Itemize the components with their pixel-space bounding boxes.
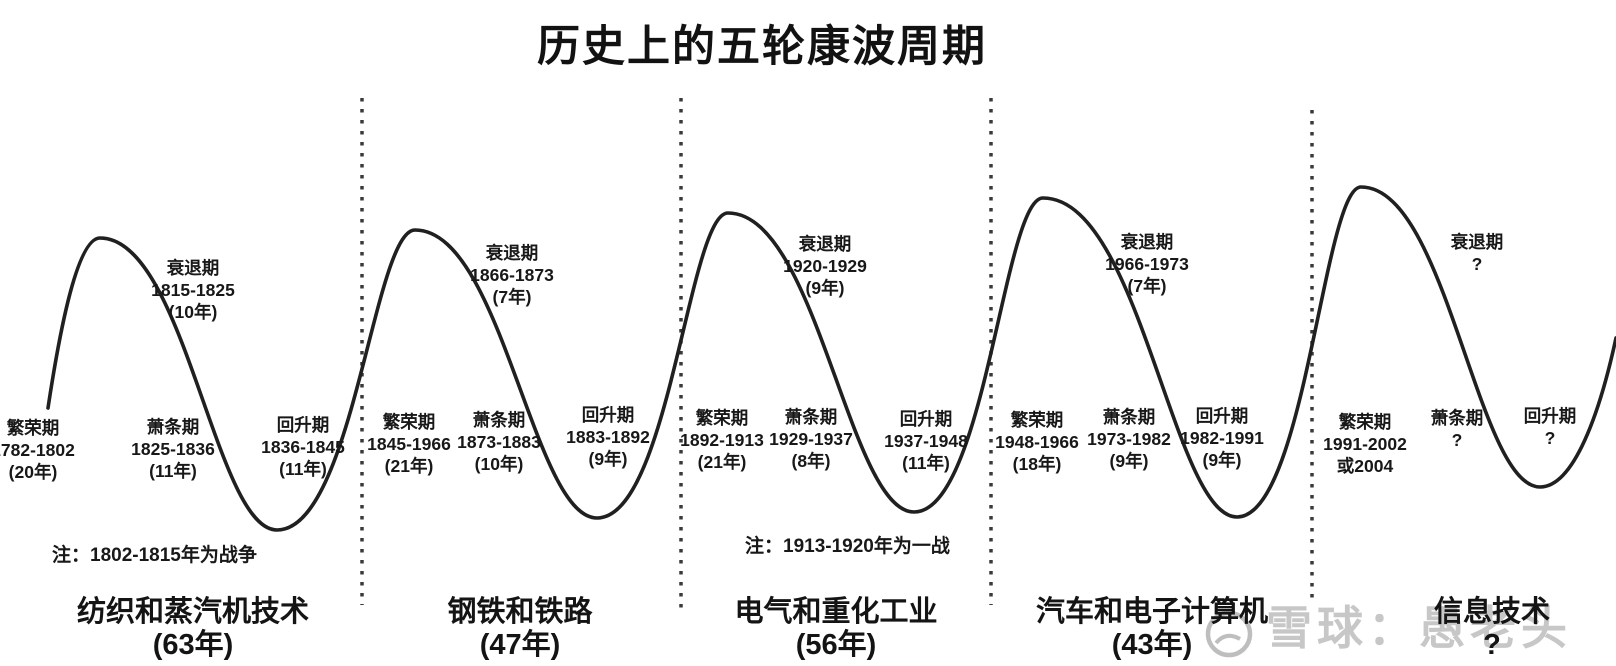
phase-years: 1866-1873 xyxy=(470,265,554,285)
phase-duration: (9年) xyxy=(1202,450,1242,470)
tech-duration: ? xyxy=(1483,629,1501,661)
phase-years: 1966-1973 xyxy=(1105,254,1189,274)
phase-name: 萧条期 xyxy=(1102,407,1156,427)
xueqiu-logo-icon xyxy=(1205,610,1253,658)
phase-years: 1883-1892 xyxy=(566,427,650,447)
phase-years: 1920-1929 xyxy=(783,256,867,276)
wave3-tech-label: 电气和重化工业 (56年) xyxy=(734,596,937,662)
wave4-depression-label: 萧条期 1973-1982 (9年) xyxy=(1087,406,1171,472)
phase-duration: (9年) xyxy=(1109,451,1149,471)
phase-name: 繁荣期 xyxy=(1010,410,1064,430)
tech-name: 信息技术 xyxy=(1433,596,1551,628)
phase-years: 1892-1913 xyxy=(680,430,764,450)
tech-name: 纺织和蒸汽机技术 xyxy=(76,596,310,628)
phase-years: 1873-1883 xyxy=(457,432,541,452)
phase-name: 萧条期 xyxy=(1430,408,1484,428)
phase-name: 繁荣期 xyxy=(6,418,60,438)
wave5-recession-label: 衰退期 ? xyxy=(1451,231,1504,275)
phase-name: 繁荣期 xyxy=(382,412,436,432)
phase-name: 衰退期 xyxy=(1120,232,1174,252)
tech-duration: (56年) xyxy=(795,629,877,661)
note-war-1802: 注：1802-1815年为战争 xyxy=(52,545,257,566)
phase-years: 1948-1966 xyxy=(995,432,1079,452)
phase-years: 1973-1982 xyxy=(1087,429,1171,449)
wave5-prosperity-label: 繁荣期 1991-2002 或2004 xyxy=(1323,411,1407,477)
phase-duration: (11年) xyxy=(279,459,327,479)
phase-name: 衰退期 xyxy=(1450,232,1504,252)
phase-duration: (18年) xyxy=(1012,454,1062,474)
phase-name: 回升期 xyxy=(1195,406,1249,426)
wave3-depression-label: 萧条期 1929-1937 (8年) xyxy=(769,406,853,472)
page-title: 历史上的五轮康波周期 xyxy=(537,23,987,71)
phase-name: 萧条期 xyxy=(784,407,838,427)
phase-name: 回升期 xyxy=(1523,406,1577,426)
wave3-recovery-label: 回升期 1937-1948 (11年) xyxy=(884,408,968,474)
wave2-recovery-label: 回升期 1883-1892 (9年) xyxy=(566,404,650,470)
wave3-prosperity-label: 繁荣期 1892-1913 (21年) xyxy=(680,407,764,473)
wave1-recession-label: 衰退期 1815-1825 (10年) xyxy=(151,257,235,323)
phase-years: 1836-1845 xyxy=(261,437,345,457)
note-ww1-1913: 注：1913-1920年为一战 xyxy=(745,536,950,557)
phase-duration: (9年) xyxy=(588,449,628,469)
tech-name: 汽车和电子计算机 xyxy=(1035,596,1269,628)
phase-years: 1825-1836 xyxy=(131,439,215,459)
phase-years: 1782-1802 xyxy=(0,440,75,460)
wave2-tech-label: 钢铁和铁路 (47年) xyxy=(447,596,592,662)
wave1-depression-label: 萧条期 1825-1836 (11年) xyxy=(131,416,215,482)
watermark-text: 雪球：愚老头 xyxy=(1266,602,1572,654)
phase-name: 衰退期 xyxy=(798,234,852,254)
phase-years: 1815-1825 xyxy=(151,280,235,300)
phase-years: 1937-1948 xyxy=(884,431,968,451)
phase-duration: (8年) xyxy=(791,451,831,471)
phase-duration: (21年) xyxy=(384,456,434,476)
phase-duration: (10年) xyxy=(474,454,524,474)
watermark: 雪球：愚老头 xyxy=(1204,600,1572,659)
phase-name: 衰退期 xyxy=(166,258,220,278)
phase-duration: (11年) xyxy=(149,461,197,481)
wave5-depression-label: 萧条期 ? xyxy=(1431,407,1484,451)
phase-name: 萧条期 xyxy=(472,410,526,430)
wave3-recession-label: 衰退期 1920-1929 (9年) xyxy=(783,233,867,299)
phase-duration: (11年) xyxy=(902,453,950,473)
phase-name: 回升期 xyxy=(276,415,330,435)
wave1-recovery-label: 回升期 1836-1845 (11年) xyxy=(261,414,345,480)
wave2-prosperity-label: 繁荣期 1845-1966 (21年) xyxy=(367,411,451,477)
wave5-recovery-label: 回升期 ? xyxy=(1524,405,1577,449)
phase-name: 萧条期 xyxy=(146,417,200,437)
phase-name: 繁荣期 xyxy=(1338,412,1392,432)
phase-years: ? xyxy=(1544,428,1556,448)
tech-duration: (47年) xyxy=(479,629,561,661)
phase-years: ? xyxy=(1451,430,1463,450)
phase-years: 1991-2002 xyxy=(1323,434,1407,454)
wave4-prosperity-label: 繁荣期 1948-1966 (18年) xyxy=(995,409,1079,475)
phase-duration: (21年) xyxy=(697,452,747,472)
phase-duration: (7年) xyxy=(492,287,532,307)
phase-duration: (7年) xyxy=(1127,276,1167,296)
phase-name: 繁荣期 xyxy=(695,408,749,428)
phase-duration: (20年) xyxy=(8,462,58,482)
phase-years: 1929-1937 xyxy=(769,429,853,449)
wave2-depression-label: 萧条期 1873-1883 (10年) xyxy=(457,409,541,475)
wave4-recovery-label: 回升期 1982-1991 (9年) xyxy=(1180,405,1264,471)
phase-duration: (10年) xyxy=(168,302,218,322)
wave5-tech-label: 信息技术 ? xyxy=(1434,596,1550,662)
wave1-prosperity-label: 繁荣期 1782-1802 (20年) xyxy=(0,417,75,483)
wave2-recession-label: 衰退期 1866-1873 (7年) xyxy=(470,242,554,308)
wave1-tech-label: 纺织和蒸汽机技术 (63年) xyxy=(77,596,309,662)
tech-name: 电气和重化工业 xyxy=(734,596,938,628)
wave4-tech-label: 汽车和电子计算机 (43年) xyxy=(1036,596,1268,662)
phase-name: 衰退期 xyxy=(485,243,539,263)
phase-name: 回升期 xyxy=(581,405,635,425)
phase-years: 1982-1991 xyxy=(1180,428,1264,448)
phase-duration: 或2004 xyxy=(1336,456,1394,476)
tech-duration: (43年) xyxy=(1111,629,1193,661)
phase-years: ? xyxy=(1471,254,1483,274)
wave4-recession-label: 衰退期 1966-1973 (7年) xyxy=(1105,231,1189,297)
tech-duration: (63年) xyxy=(152,629,234,661)
tech-name: 钢铁和铁路 xyxy=(447,596,593,628)
phase-name: 回升期 xyxy=(899,409,953,429)
phase-duration: (9年) xyxy=(805,278,845,298)
phase-years: 1845-1966 xyxy=(367,434,451,454)
